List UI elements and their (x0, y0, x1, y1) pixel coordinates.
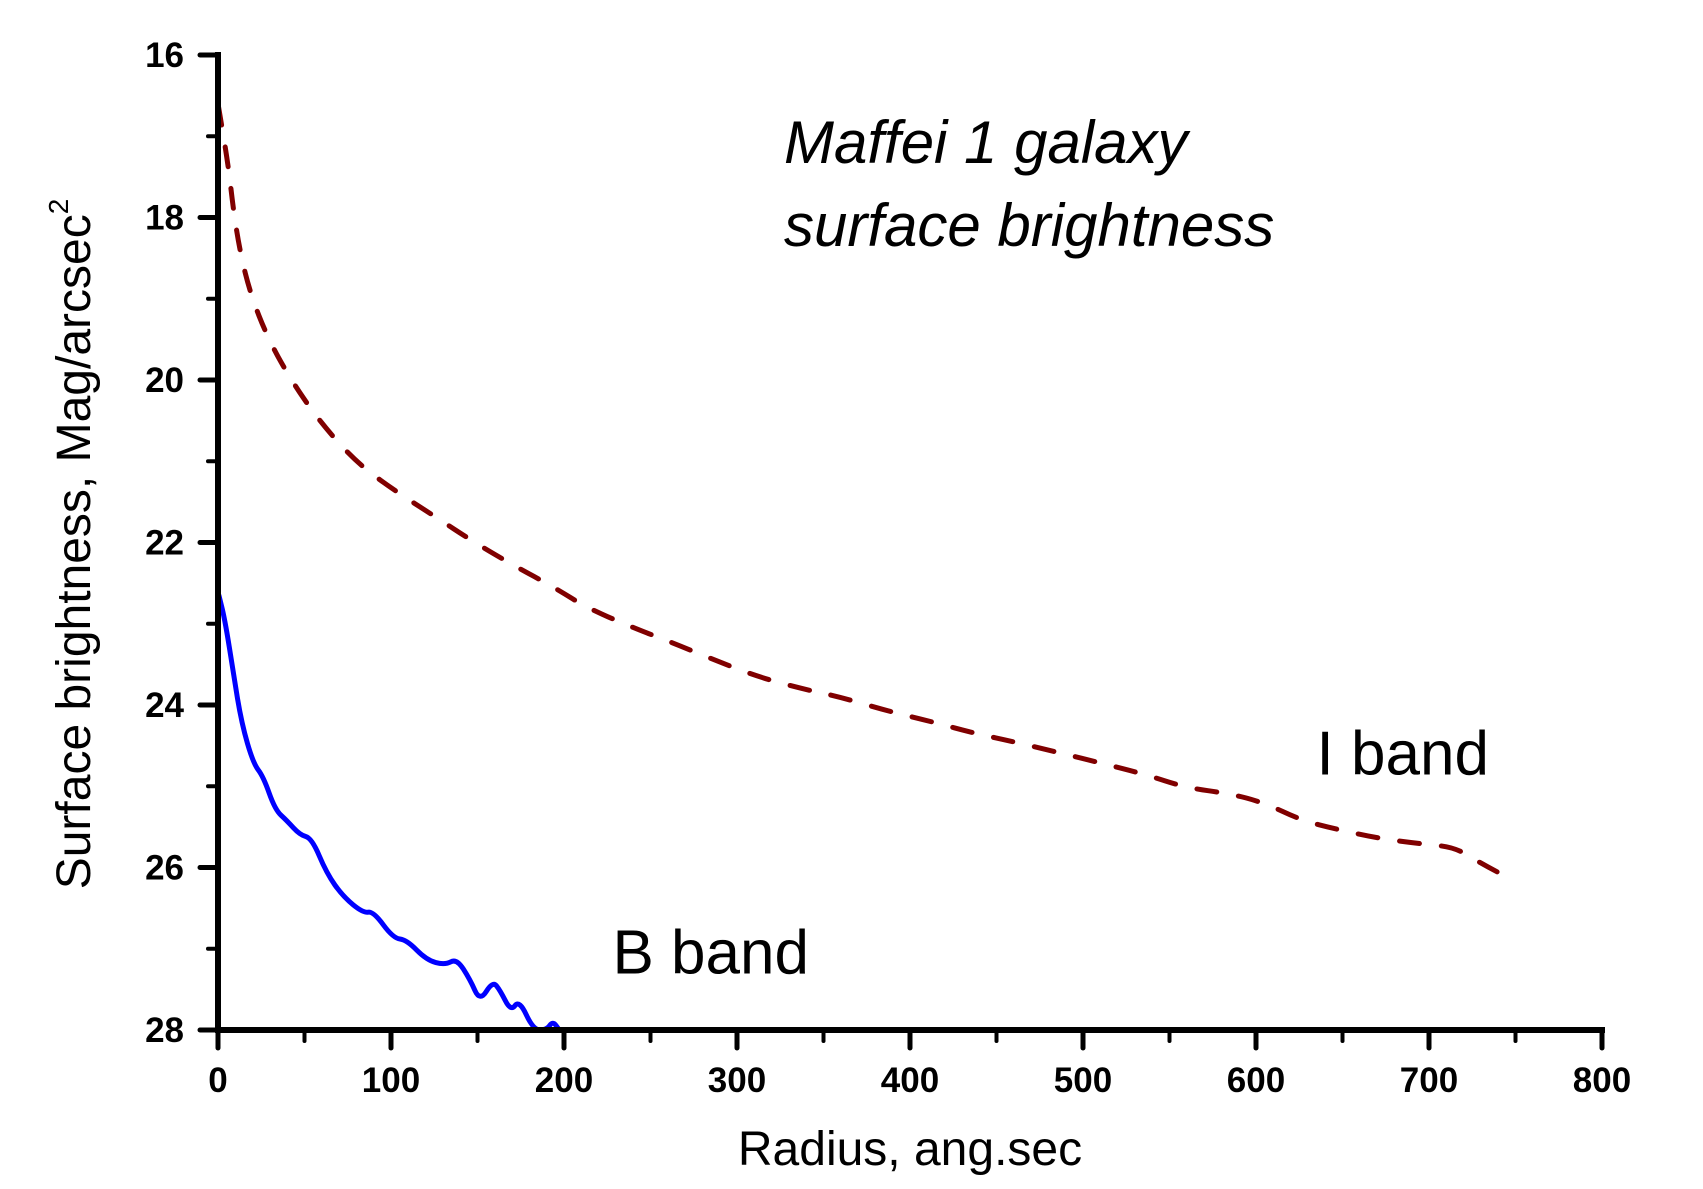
x-ticks: 0 100 200 300 400 500 600 700 800 (208, 1027, 1631, 1100)
x-tick-label: 300 (708, 1061, 766, 1100)
series-layer (215, 102, 1518, 1033)
x-tick-label: 100 (362, 1061, 420, 1100)
y-tick-label: 24 (145, 686, 184, 725)
x-tick-label: 800 (1573, 1061, 1631, 1100)
y-tick-label: 20 (145, 361, 184, 400)
y-tick-label: 22 (145, 524, 184, 563)
series-label-b-band: B band (612, 918, 809, 987)
y-axis-label-superscript: 2 (43, 199, 74, 215)
x-axis-label: Radius, ang.sec (738, 1123, 1082, 1176)
y-tick-label: 26 (145, 849, 184, 888)
y-tick-label: 18 (145, 199, 184, 238)
series-label-i-band: I band (1317, 719, 1489, 788)
x-tick-label: 400 (881, 1061, 939, 1100)
x-tick-label: 0 (208, 1061, 227, 1100)
y-ticks: 16 18 20 22 24 26 28 (145, 36, 221, 1050)
x-tick-label: 600 (1227, 1061, 1285, 1100)
chart-title-line-2: surface brightness (784, 192, 1274, 259)
series-line-i-band (215, 102, 1518, 884)
x-tick-label: 700 (1400, 1061, 1458, 1100)
x-tick-label: 200 (535, 1061, 593, 1100)
x-tick-label: 500 (1054, 1061, 1112, 1100)
series-line-b-band (216, 592, 562, 1033)
y-axis-label-group: Surface brightness, Mag/arcsec2 (43, 199, 101, 890)
chart-title-line-1: Maffei 1 galaxy (784, 109, 1192, 176)
y-tick-label: 28 (145, 1011, 184, 1050)
y-axis-label-text: Surface brightness, Mag/arcsec (48, 214, 101, 889)
y-axis-label: Surface brightness, Mag/arcsec2 (43, 199, 101, 890)
y-tick-label: 16 (145, 36, 184, 75)
